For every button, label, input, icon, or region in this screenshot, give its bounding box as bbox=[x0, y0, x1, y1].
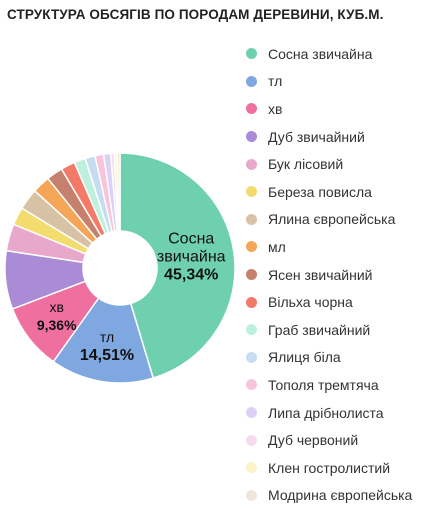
legend-swatch bbox=[246, 490, 257, 501]
legend-item[interactable]: мл bbox=[246, 233, 446, 261]
legend-swatch bbox=[246, 103, 257, 114]
legend-item[interactable]: Береза повисла bbox=[246, 178, 446, 206]
legend-swatch bbox=[246, 352, 257, 363]
legend-label: мл bbox=[268, 239, 286, 255]
legend-item[interactable]: Клен гостролистий bbox=[246, 454, 446, 482]
legend-item[interactable]: Тополя тремтяча bbox=[246, 371, 446, 399]
legend-swatch bbox=[246, 214, 257, 225]
legend-swatch bbox=[246, 297, 257, 308]
legend-item[interactable]: Ялиця біла bbox=[246, 344, 446, 372]
legend-label: тл bbox=[268, 73, 282, 89]
legend-item[interactable]: Дуб червоний bbox=[246, 426, 446, 454]
legend-item[interactable]: Ясен звичайний bbox=[246, 261, 446, 289]
legend-label: Ялиця біла bbox=[268, 349, 341, 365]
legend-item[interactable]: Сосна звичайна bbox=[246, 40, 446, 68]
legend-label: Граб звичайний bbox=[268, 322, 370, 338]
legend-label: Ясен звичайний bbox=[268, 267, 372, 283]
legend-label: Сосна звичайна bbox=[268, 46, 372, 62]
legend-label: Модрина європейська bbox=[268, 487, 412, 503]
legend-swatch bbox=[246, 48, 257, 59]
legend-swatch bbox=[246, 186, 257, 197]
legend-swatch bbox=[246, 462, 257, 473]
legend-item[interactable]: Дуб звичайний bbox=[246, 123, 446, 151]
legend-label: Клен гостролистий bbox=[268, 460, 390, 476]
legend-label: Липа дрібнолиста bbox=[268, 405, 384, 421]
legend-label: Вільха чорна bbox=[268, 294, 353, 310]
legend-item[interactable]: Вільха чорна bbox=[246, 288, 446, 316]
legend-swatch bbox=[246, 159, 257, 170]
legend-item[interactable]: Граб звичайний bbox=[246, 316, 446, 344]
legend-swatch bbox=[246, 269, 257, 280]
legend-item[interactable]: Модрина європейська bbox=[246, 482, 446, 509]
legend-swatch bbox=[246, 324, 257, 335]
legend-label: Дуб звичайний bbox=[268, 129, 365, 145]
chart-legend: Сосна звичайна тл хв Дуб звичайний Бук лісов… bbox=[246, 40, 446, 509]
legend-item[interactable]: Бук лісовий bbox=[246, 150, 446, 178]
legend-swatch bbox=[246, 76, 257, 87]
legend-swatch bbox=[246, 131, 257, 142]
legend-label: Береза повисла bbox=[268, 184, 372, 200]
legend-swatch bbox=[246, 407, 257, 418]
legend-item[interactable]: хв bbox=[246, 95, 446, 123]
legend-label: Ялина європейська bbox=[268, 211, 395, 227]
legend-item[interactable]: Липа дрібнолиста bbox=[246, 399, 446, 427]
legend-label: хв bbox=[268, 101, 282, 117]
legend-swatch bbox=[246, 379, 257, 390]
legend-swatch bbox=[246, 435, 257, 446]
legend-swatch bbox=[246, 241, 257, 252]
legend-label: Дуб червоний bbox=[268, 432, 358, 448]
legend-item[interactable]: Ялина європейська bbox=[246, 206, 446, 234]
legend-item[interactable]: тл bbox=[246, 68, 446, 96]
legend-label: Бук лісовий bbox=[268, 156, 343, 172]
legend-label: Тополя тремтяча bbox=[268, 377, 379, 393]
